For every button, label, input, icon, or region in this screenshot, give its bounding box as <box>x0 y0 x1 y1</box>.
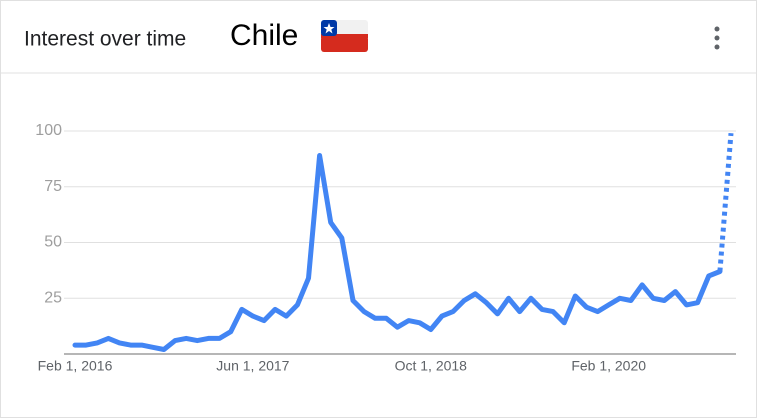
x-tick-label: Feb 1, 2020 <box>571 358 646 374</box>
x-tick-label: Feb 1, 2016 <box>38 358 113 374</box>
region-name: Chile <box>230 19 298 52</box>
x-tick-label: Oct 1, 2018 <box>395 358 468 374</box>
y-tick-label: 75 <box>44 178 62 195</box>
y-tick-label: 100 <box>35 122 62 139</box>
menu-button[interactable] <box>714 26 720 50</box>
card-title: Interest over time <box>24 28 186 51</box>
x-tick-label: Jun 1, 2017 <box>216 358 289 374</box>
y-tick-label: 25 <box>44 289 62 306</box>
flag <box>321 20 368 52</box>
partial-data-line <box>717 132 734 272</box>
data-line <box>72 153 723 352</box>
y-tick-label: 50 <box>44 234 62 251</box>
